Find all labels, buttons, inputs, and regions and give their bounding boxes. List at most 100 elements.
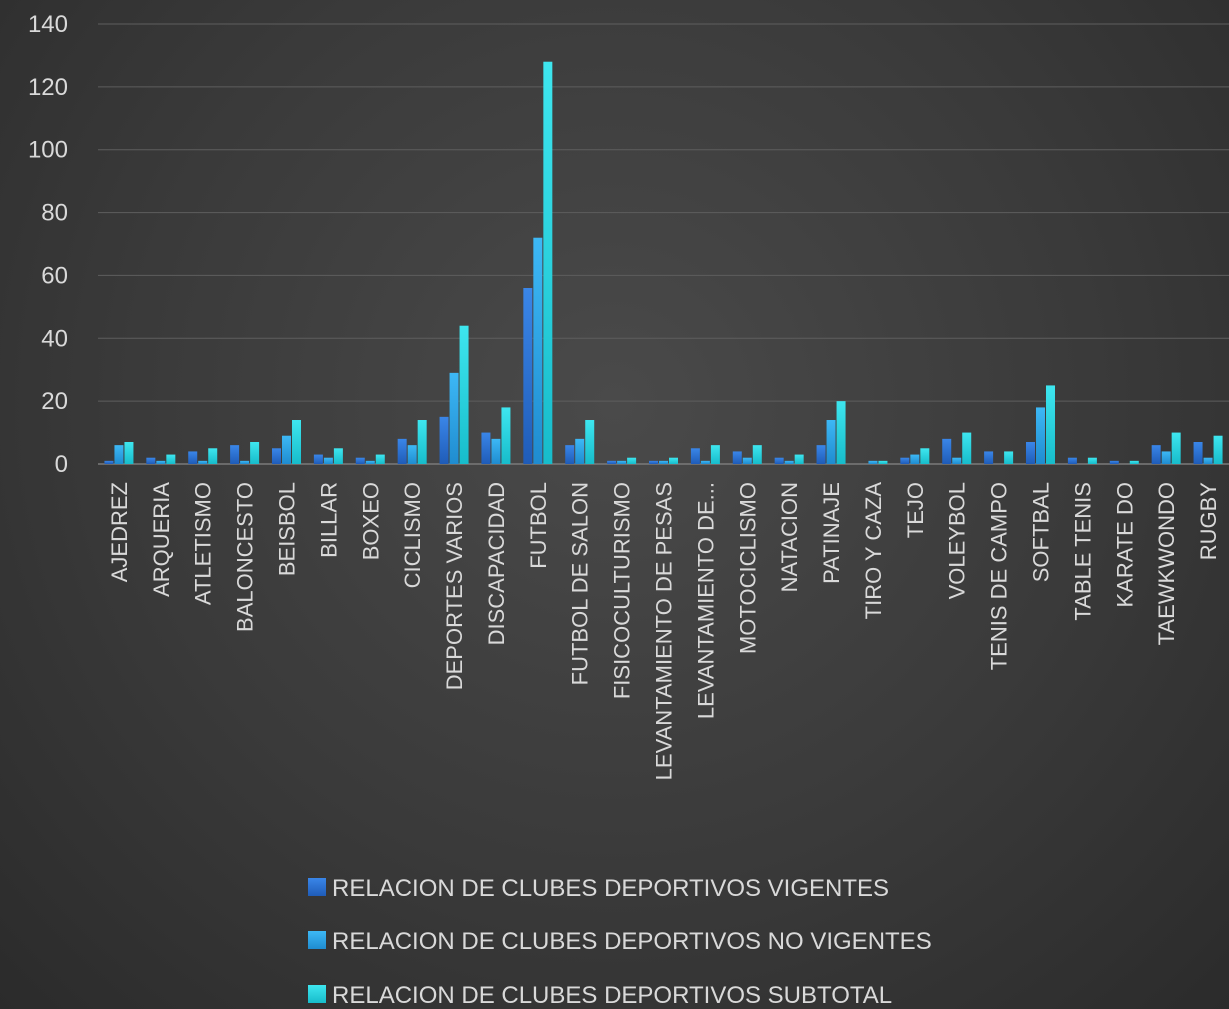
bar-discapacidad-series-2 — [491, 438, 501, 464]
bar-taewkwondo-series-1 — [1151, 445, 1161, 464]
bar-arqueria-series-1 — [146, 457, 156, 464]
bar-motociclismo-series-1 — [732, 451, 742, 464]
bar-deportes-varios-series-2 — [449, 372, 459, 464]
bar-ciclismo-series-3 — [417, 420, 427, 464]
legend: RELACION DE CLUBES DEPORTIVOS VIGENTES RE… — [308, 875, 932, 1009]
x-tick-label: LEVANTAMIENTO DE... — [693, 482, 718, 719]
x-tick-label: FISICOCULTURISMO — [610, 482, 635, 699]
x-axis: AJEDREZ ARQUERIA ATLETISMO BALONCESTO BEISBO… — [107, 482, 1221, 781]
bar-levantamiento-de-series-3 — [710, 445, 720, 464]
bar-tejo-series-2 — [910, 454, 920, 464]
bar-ajedrez-series-3 — [124, 442, 134, 464]
x-tick-label: KARATE DO — [1112, 482, 1137, 608]
y-tick-label: 140 — [28, 11, 68, 38]
x-tick-label: SOFTBAL — [1029, 482, 1054, 582]
bar-baloncesto-series-3 — [250, 442, 260, 464]
bar-table-tenis-series-3 — [1087, 457, 1097, 464]
x-tick-label: DISCAPACIDAD — [484, 482, 509, 645]
bar-arqueria-series-2 — [156, 460, 166, 464]
bar-levantamiento-de-pesas-series-3 — [669, 457, 678, 464]
x-tick-label: VOLEYBOL — [945, 482, 970, 599]
bar-natacion-series-3 — [794, 454, 804, 464]
gridlines — [98, 23, 1229, 402]
x-tick-label: RUGBY — [1196, 482, 1221, 561]
bar-levantamiento-de-series-2 — [700, 460, 710, 464]
x-tick-label: LEVANTAMIENTO DE PESAS — [652, 482, 677, 780]
y-tick-label: 60 — [41, 262, 68, 289]
legend-label: RELACION DE CLUBES DEPORTIVOS VIGENTES — [332, 875, 889, 902]
bar-fisicoculturismo-series-2 — [617, 460, 627, 464]
bar-baloncesto-series-2 — [240, 460, 250, 464]
bar-taewkwondo-series-2 — [1161, 451, 1171, 464]
bar-natacion-series-2 — [784, 460, 794, 464]
legend-swatch — [308, 878, 326, 896]
bar-rugby-series-2 — [1203, 457, 1213, 464]
bar-boxeo-series-1 — [355, 457, 365, 464]
bar-karate-do-series-3 — [1129, 460, 1139, 464]
x-tick-label: DEPORTES VARIOS — [442, 482, 467, 690]
bar-ciclismo-series-2 — [407, 445, 417, 464]
bar-tejo-series-1 — [900, 457, 910, 464]
bar-billar-series-1 — [313, 454, 323, 464]
x-tick-label: FUTBOL DE SALON — [568, 482, 593, 685]
bar-voleybol-series-3 — [962, 432, 972, 464]
x-tick-label: BOXEO — [358, 482, 383, 560]
bar-softbal-series-2 — [1036, 407, 1045, 464]
bar-levantamiento-de-pesas-series-2 — [659, 460, 668, 464]
x-tick-label: FUTBOL — [526, 482, 551, 569]
y-tick-label: 120 — [28, 74, 68, 101]
x-tick-label: PATINAJE — [819, 482, 844, 584]
bar-voleybol-series-1 — [942, 438, 952, 464]
bar-tenis-de-campo-series-1 — [984, 451, 994, 464]
bar-deportes-varios-series-1 — [439, 416, 449, 464]
bar-boxeo-series-2 — [365, 460, 375, 464]
bar-tiro-y-caza-series-2 — [868, 460, 878, 464]
y-tick-label: 40 — [41, 325, 68, 352]
x-tick-label: BEISBOL — [275, 482, 300, 576]
x-tick-label: TENIS DE CAMPO — [987, 482, 1012, 670]
bar-fisicoculturismo-series-3 — [627, 457, 637, 464]
legend-label: RELACION DE CLUBES DEPORTIVOS SUBTOTAL — [332, 982, 892, 1009]
bar-billar-series-2 — [323, 457, 333, 464]
x-tick-label: NATACION — [777, 482, 802, 592]
y-tick-label: 80 — [41, 200, 68, 227]
bar-discapacidad-series-3 — [501, 407, 511, 464]
bar-futbol-de-salon-series-2 — [575, 438, 585, 464]
bar-arqueria-series-3 — [166, 454, 176, 464]
x-tick-label: TABLE TENIS — [1070, 482, 1095, 621]
bar-discapacidad-series-1 — [481, 432, 491, 464]
bar-atletismo-series-1 — [188, 451, 198, 464]
x-tick-label: BILLAR — [316, 482, 341, 558]
bar-levantamiento-de-series-1 — [690, 448, 700, 464]
x-tick-label: ARQUERIA — [149, 482, 174, 597]
bar-patinaje-series-1 — [816, 445, 826, 464]
bar-futbol-de-salon-series-3 — [585, 420, 595, 464]
bar-voleybol-series-2 — [952, 457, 962, 464]
x-tick-label: CICLISMO — [400, 482, 425, 588]
bar-levantamiento-de-pesas-series-1 — [649, 460, 658, 464]
bar-atletismo-series-2 — [198, 460, 208, 464]
bar-ajedrez-series-1 — [104, 460, 114, 464]
bar-beisbol-series-1 — [272, 448, 281, 464]
bar-fisicoculturismo-series-1 — [607, 460, 617, 464]
bars — [104, 61, 1223, 464]
bar-karate-do-series-1 — [1109, 460, 1119, 464]
y-tick-label: 0 — [55, 451, 68, 478]
legend-swatch — [308, 931, 326, 949]
bar-tiro-y-caza-series-3 — [878, 460, 888, 464]
y-tick-label: 20 — [41, 388, 68, 415]
bar-softbal-series-1 — [1026, 442, 1035, 464]
bar-deportes-varios-series-3 — [459, 325, 469, 464]
bar-ajedrez-series-2 — [114, 445, 124, 464]
x-tick-label: AJEDREZ — [107, 482, 132, 582]
bar-futbol-series-3 — [543, 61, 553, 464]
bar-beisbol-series-3 — [292, 420, 301, 464]
bar-motociclismo-series-3 — [752, 445, 762, 464]
x-tick-label: TEJO — [903, 482, 928, 538]
bar-boxeo-series-3 — [375, 454, 385, 464]
bar-taewkwondo-series-3 — [1171, 432, 1181, 464]
bar-billar-series-3 — [333, 448, 343, 464]
bar-atletismo-series-3 — [208, 448, 218, 464]
x-tick-label: TIRO Y CAZA — [861, 482, 886, 620]
